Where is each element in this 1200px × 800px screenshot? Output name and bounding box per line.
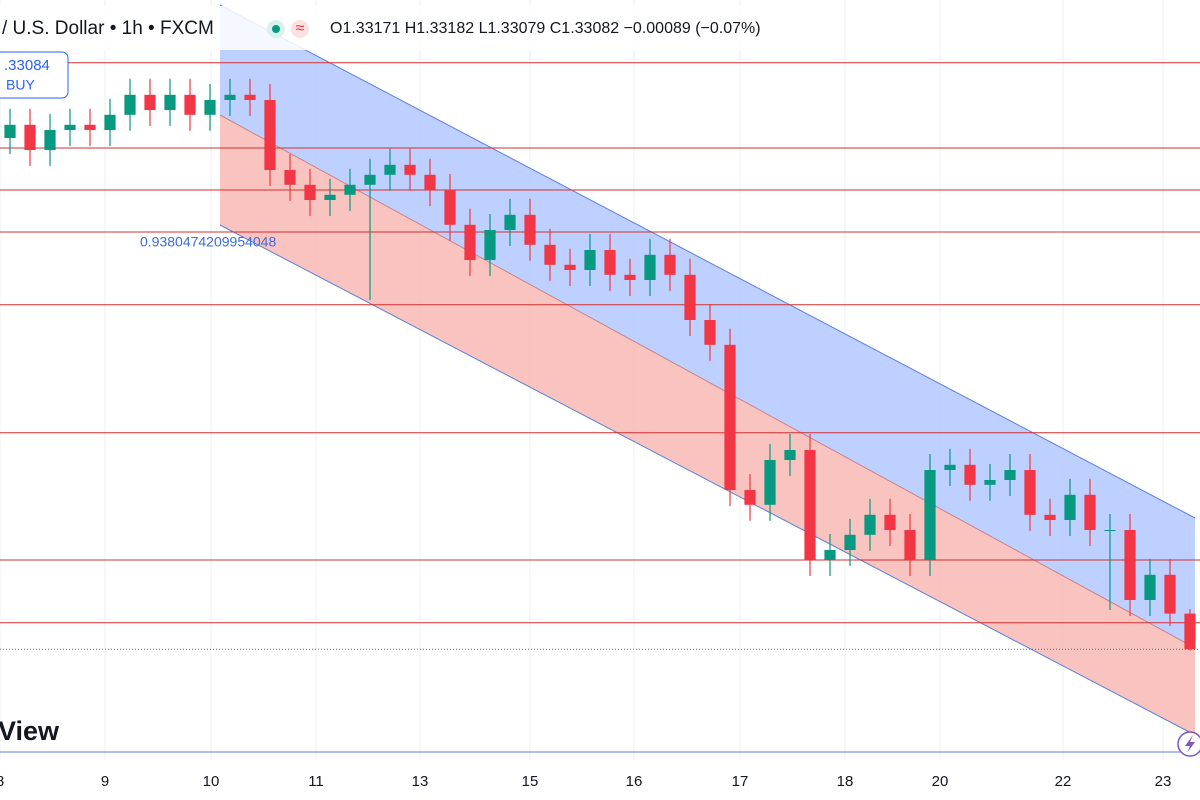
candle-body (1044, 514, 1056, 520)
candle-body (884, 514, 896, 530)
channel-label: 0.9380474209954048 (140, 234, 276, 250)
x-tick-label: 11 (308, 773, 324, 790)
candle-body (444, 190, 456, 225)
candle-body (904, 530, 916, 560)
x-tick-label: 18 (837, 773, 854, 790)
channel-lower (220, 115, 1195, 735)
candle-body (804, 450, 816, 560)
candle-body (24, 124, 36, 150)
candle-body (544, 244, 556, 265)
candle-body (1064, 494, 1076, 520)
candles (4, 78, 1196, 651)
delay-icon-bg (291, 20, 309, 38)
candle-body (1004, 470, 1016, 480)
candle-body (964, 464, 976, 485)
candle-body (244, 94, 256, 100)
delay-icon: ≈ (296, 20, 305, 37)
candle-body (84, 124, 96, 130)
candle-body (264, 100, 276, 170)
candle-body (844, 534, 856, 550)
header-bar (0, 6, 840, 50)
channel-bottom-line (219, 224, 1196, 736)
candle-body (304, 184, 316, 200)
candle-body (1024, 470, 1036, 515)
x-tick-label: 20 (932, 773, 949, 790)
candle-body (204, 100, 216, 115)
candle-body (744, 490, 756, 505)
x-tick-label: 13 (412, 773, 429, 790)
candle-body (664, 254, 676, 275)
candle-body (464, 224, 476, 260)
candle-body (124, 94, 136, 115)
candle-body (1084, 494, 1096, 530)
x-tick-label: 9 (101, 773, 109, 790)
candle-body (984, 480, 996, 485)
x-tick-label: 16 (626, 773, 643, 790)
x-tick-label: 15 (522, 773, 539, 790)
candle-body (384, 164, 396, 175)
x-tick-label: 10 (203, 773, 220, 790)
candle-body (184, 94, 196, 115)
candle-body (344, 184, 356, 195)
candle-body (364, 174, 376, 185)
candle-body (1184, 613, 1196, 650)
ohlc: O1.33171 H1.33182 L1.33079 C1.33082 −0.0… (330, 20, 761, 37)
candle-body (424, 174, 436, 190)
buy-label: BUY (6, 77, 35, 93)
buy-button[interactable] (0, 51, 69, 99)
x-tick-label: 8 (0, 773, 4, 790)
candle-body (864, 514, 876, 535)
candle-body (224, 94, 236, 100)
candle-body (784, 450, 796, 460)
x-tick-label: 17 (732, 773, 749, 790)
candle-body (604, 250, 616, 275)
status-dot (272, 25, 280, 33)
candle-body (64, 124, 76, 130)
candle-body (404, 164, 416, 175)
candle-body (624, 274, 636, 280)
candle-body (1144, 574, 1156, 600)
candle-body (724, 344, 736, 490)
candle-body (484, 230, 496, 260)
candle-body (284, 170, 296, 185)
candle-body (684, 274, 696, 320)
candle-body (824, 550, 836, 560)
candle-body (524, 214, 536, 245)
candle-body (504, 214, 516, 230)
candle-body (44, 130, 56, 150)
candle-body (764, 460, 776, 505)
symbol: / U.S. Dollar • 1h • FXCM (2, 18, 214, 39)
buy-price: .33084 (4, 57, 50, 74)
candle-body (144, 94, 156, 110)
lightning-icon (1185, 735, 1195, 753)
levels (0, 62, 1200, 650)
candle-body (104, 114, 116, 130)
watermark: View (0, 716, 60, 746)
candle-body (564, 264, 576, 270)
candle-body (164, 94, 176, 110)
candle-body (4, 124, 16, 138)
x-axis: 8 9 10 11 13 15 16 17 18 20 22 23 (0, 773, 1171, 790)
candle-body (704, 320, 716, 345)
candle-body (1164, 574, 1176, 614)
candle-body (1124, 530, 1136, 600)
candle-body (944, 464, 956, 470)
candle-body (924, 470, 936, 560)
candle-body (324, 194, 336, 200)
candle-body (1104, 530, 1116, 531)
x-tick-label: 22 (1055, 773, 1072, 790)
candle-body (584, 250, 596, 270)
channel-mid-line (219, 114, 1196, 649)
candle-body (644, 254, 656, 280)
x-tick-label: 23 (1155, 773, 1172, 790)
